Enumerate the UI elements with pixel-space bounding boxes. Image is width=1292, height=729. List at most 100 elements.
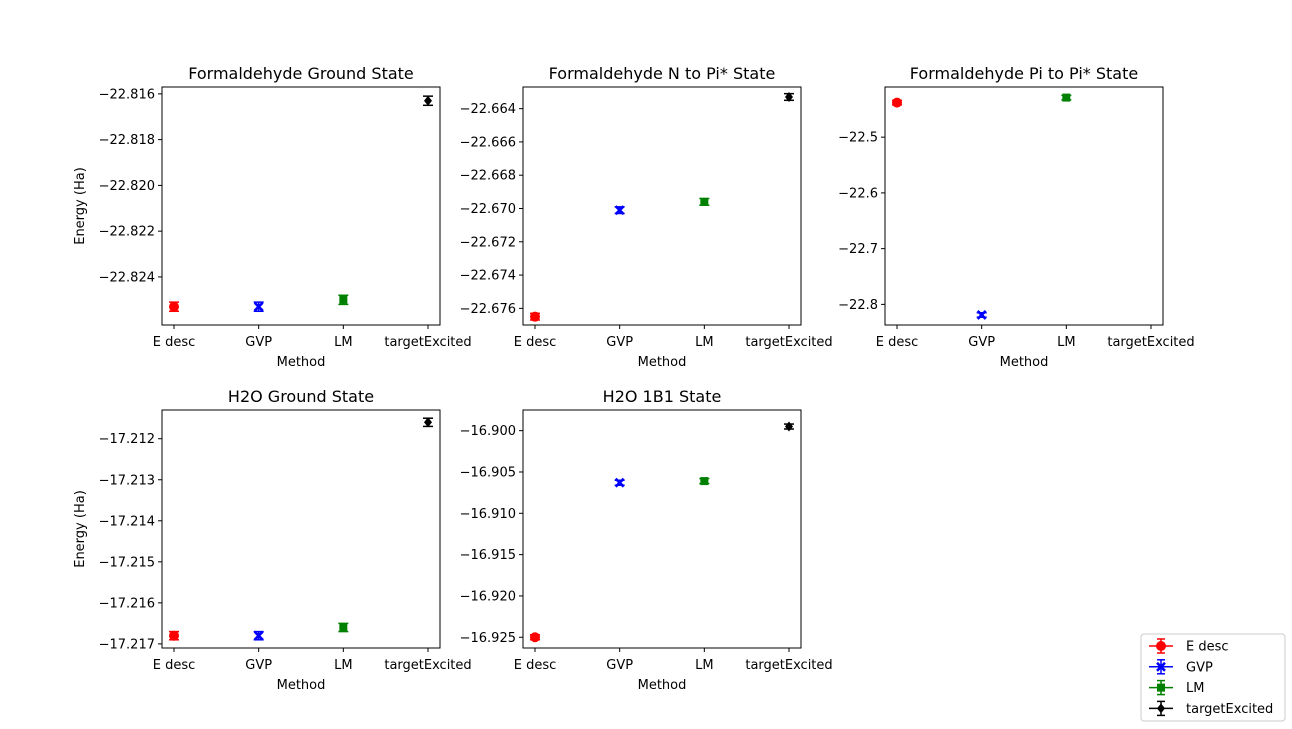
chart-4-ytick-label-0: −17.212 bbox=[99, 432, 155, 447]
chart-4-xtick-label-targetexcited: targetExcited bbox=[384, 658, 471, 673]
chart-3-marker-e-desc bbox=[892, 97, 902, 108]
chart-1-axes-frame bbox=[161, 86, 441, 326]
chart-3-point-lm bbox=[1061, 93, 1072, 102]
chart-5-title: H2O 1B1 State bbox=[603, 387, 722, 406]
chart-3-point-e-desc bbox=[892, 97, 902, 108]
chart-4-ytick-label-4: −17.216 bbox=[99, 596, 155, 611]
chart-4-point-lm bbox=[338, 622, 349, 633]
chart-3-xtick-label-targetexcited: targetExcited bbox=[1107, 335, 1194, 350]
legend: E desc GVP LM targetExcited bbox=[1140, 633, 1286, 722]
chart-1-ytick-label-2: −22.820 bbox=[99, 179, 155, 194]
chart-5-marker-lm bbox=[700, 477, 709, 486]
chart-2-marker-targetexcited bbox=[785, 91, 793, 102]
chart-2-ytick-label-3: −22.670 bbox=[460, 202, 516, 217]
chart-2-xtick-label-gvp: GVP bbox=[606, 335, 633, 350]
chart-5-xlabel: Method bbox=[638, 678, 687, 693]
legend-label-e-desc: E desc bbox=[1186, 640, 1229, 655]
chart-1-ytick-label-0: −22.816 bbox=[99, 87, 155, 102]
chart-3-marker-lm bbox=[1062, 93, 1071, 102]
chart-4-point-gvp bbox=[253, 630, 264, 641]
chart-5-xtick-label-targetexcited: targetExcited bbox=[745, 658, 832, 673]
legend-marker-gvp-stroke-b bbox=[1156, 661, 1166, 672]
chart-4-ytick-label-3: −17.215 bbox=[99, 555, 155, 570]
chart-1-xtick-label-gvp: GVP bbox=[245, 335, 272, 350]
chart-2-point-e-desc bbox=[530, 311, 540, 322]
chart-2-ytick-label-1: −22.666 bbox=[460, 135, 516, 150]
chart-5-xtick-label-gvp: GVP bbox=[606, 658, 633, 673]
chart-3-xtick-label-e-desc: E desc bbox=[876, 335, 919, 350]
chart-1-point-lm bbox=[338, 294, 349, 306]
chart-1-xtick-label-e-desc: E desc bbox=[153, 335, 196, 350]
chart-4-marker-e-desc bbox=[169, 630, 179, 641]
chart-2-point-targetexcited bbox=[784, 91, 794, 102]
chart-3-title: Formaldehyde Pi to Pi* State bbox=[910, 64, 1138, 83]
chart-5-ytick-label-5: −16.925 bbox=[460, 631, 516, 646]
chart-3-ytick-label-2: −22.7 bbox=[838, 242, 878, 257]
chart-5-marker-e-desc bbox=[530, 632, 540, 643]
chart-4-marker-lm bbox=[339, 623, 348, 632]
chart-1: Formaldehyde Ground State −22.816 −22.818 −… bbox=[73, 64, 472, 370]
chart-3-ytick-label-1: −22.6 bbox=[838, 186, 878, 201]
chart-3-xlabel: Method bbox=[1000, 355, 1049, 370]
chart-4-marker-gvp-stroke-b bbox=[253, 630, 264, 641]
chart-5-axes-frame bbox=[522, 409, 802, 649]
chart-5-point-gvp bbox=[614, 477, 625, 488]
chart-5-xtick-label-lm: LM bbox=[695, 658, 713, 673]
chart-4-ylabel: Energy (Ha) bbox=[73, 490, 88, 568]
chart-5: H2O 1B1 State −16.900 −16.905 −16.910 −16.91… bbox=[460, 387, 833, 693]
chart-1-marker-gvp-stroke-b bbox=[253, 301, 264, 312]
chart-1-point-e-desc bbox=[169, 301, 179, 313]
chart-4-ytick-label-5: −17.217 bbox=[99, 637, 155, 652]
chart-2-marker-lm bbox=[700, 197, 709, 206]
chart-5-xtick-label-e-desc: E desc bbox=[514, 658, 557, 673]
chart-1-xlabel: Method bbox=[277, 355, 326, 370]
legend-marker-gvp bbox=[1156, 661, 1166, 672]
chart-3: Formaldehyde Pi to Pi* State −22.5 −22.6 −2… bbox=[838, 64, 1195, 370]
chart-3-ytick-label-3: −22.8 bbox=[838, 298, 878, 313]
chart-3-point-gvp bbox=[976, 310, 987, 320]
chart-2-marker-gvp bbox=[614, 205, 625, 216]
chart-5-ytick-label-3: −16.915 bbox=[460, 548, 516, 563]
legend-entry-targetexcited: targetExcited bbox=[1149, 700, 1273, 717]
chart-5-ytick-label-1: −16.905 bbox=[460, 465, 516, 480]
legend-marker-targetexcited bbox=[1157, 703, 1165, 714]
chart-5-point-targetexcited bbox=[784, 421, 794, 432]
chart-1-point-gvp bbox=[253, 301, 264, 313]
legend-frame bbox=[1140, 633, 1286, 722]
chart-1-xtick-label-targetexcited: targetExcited bbox=[384, 335, 471, 350]
chart-2-xtick-label-targetexcited: targetExcited bbox=[745, 335, 832, 350]
chart-3-marker-gvp bbox=[976, 310, 987, 320]
chart-1-ytick-label-3: −22.822 bbox=[99, 225, 155, 240]
chart-1-title: Formaldehyde Ground State bbox=[188, 64, 414, 83]
chart-4-title: H2O Ground State bbox=[228, 387, 374, 406]
chart-4-ytick-label-1: −17.213 bbox=[99, 473, 155, 488]
legend-marker-lm bbox=[1157, 683, 1165, 692]
chart-2-marker-e-desc bbox=[530, 311, 540, 322]
chart-3-axes-frame bbox=[884, 86, 1164, 326]
chart-5-marker-targetexcited bbox=[785, 421, 793, 432]
chart-2-point-lm bbox=[699, 197, 710, 206]
chart-2-xtick-label-lm: LM bbox=[695, 335, 713, 350]
legend-marker-e-desc bbox=[1156, 641, 1166, 651]
legend-label-lm: LM bbox=[1186, 681, 1204, 696]
chart-4-point-e-desc bbox=[169, 630, 179, 641]
legend-entry-lm: LM bbox=[1149, 679, 1204, 696]
chart-4-marker-gvp bbox=[253, 630, 264, 641]
legend-entry-gvp: GVP bbox=[1149, 659, 1213, 675]
legend-label-gvp: GVP bbox=[1186, 660, 1213, 675]
chart-1-point-targetexcited bbox=[423, 95, 433, 107]
chart-2-xlabel: Method bbox=[638, 355, 687, 370]
chart-4-xlabel: Method bbox=[277, 678, 326, 693]
chart-4-marker-targetexcited bbox=[424, 417, 432, 428]
chart-3-xtick-label-lm: LM bbox=[1057, 335, 1075, 350]
chart-4-axes-frame bbox=[161, 409, 441, 649]
chart-2-point-gvp bbox=[614, 205, 625, 216]
chart-3-ytick-label-0: −22.5 bbox=[838, 131, 878, 146]
chart-1-marker-targetexcited bbox=[424, 95, 432, 106]
chart-1-marker-lm bbox=[339, 295, 348, 304]
legend-entry-e-desc: E desc bbox=[1149, 638, 1229, 655]
chart-2-title: Formaldehyde N to Pi* State bbox=[549, 64, 776, 83]
chart-5-point-lm bbox=[699, 477, 710, 486]
